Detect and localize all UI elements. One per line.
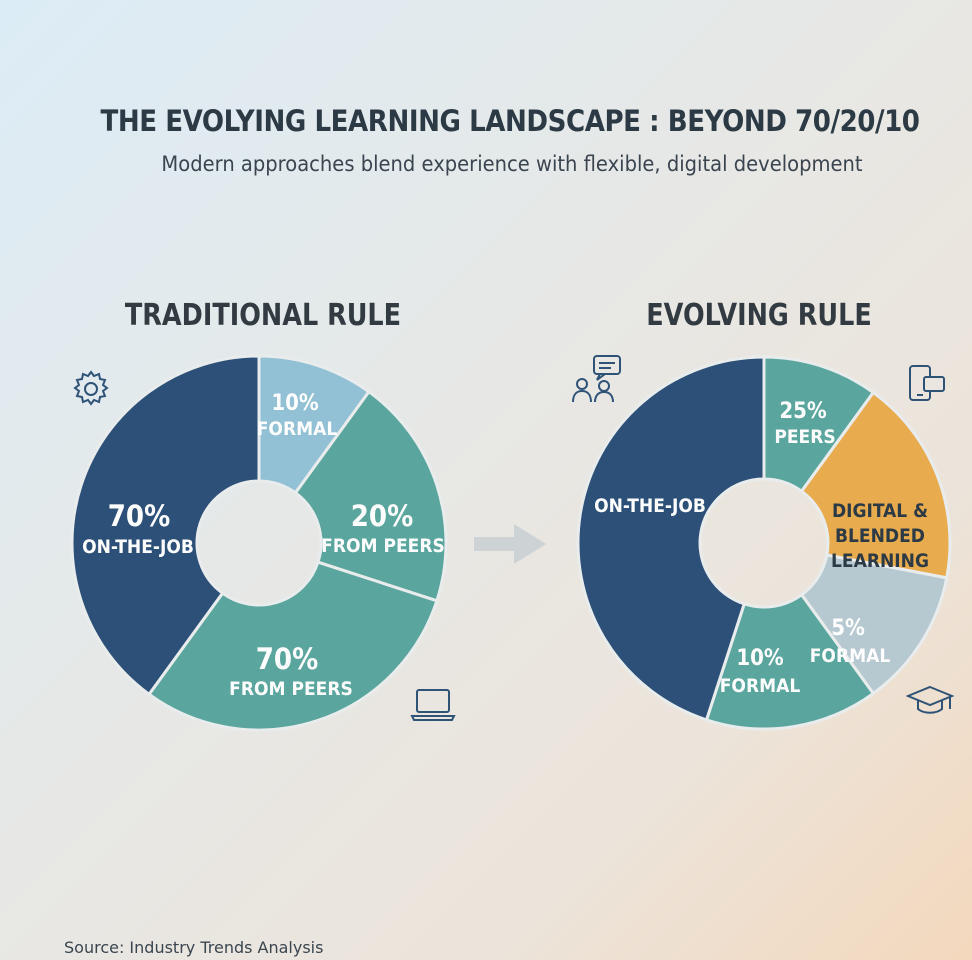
- graduation-cap-icon: [906, 685, 954, 714]
- slice-label-text: ON-THE-JOB: [82, 536, 194, 558]
- laptop-icon: [410, 689, 456, 721]
- page-title: THE EVOLYING LEARNING LANDSCAPE : BEYOND…: [100, 104, 920, 138]
- slice-label-pct: 70%: [256, 642, 318, 676]
- traditional-rule-title: TRADITIONAL RULE: [124, 298, 402, 333]
- evolving-labels: 25%PEERS DIGITAL & BLENDED LEARNING 5% FORMAL…: [594, 399, 929, 697]
- slice-label-pct: 10%: [736, 646, 784, 671]
- source-note: Source: Industry Trends Analysis: [64, 938, 324, 957]
- evolving-donut: [576, 355, 952, 731]
- page-subtitle: Modern approaches blend experience with …: [161, 152, 863, 176]
- slice-label-text: FORMAL: [810, 645, 891, 667]
- slice-label-pct: 25%: [779, 399, 827, 424]
- donut-slice: [257, 354, 372, 495]
- donut-slice: [799, 390, 952, 580]
- slice-label-pct: 5%: [831, 616, 865, 641]
- donut-slice: [146, 560, 439, 732]
- transition-arrow: [474, 524, 546, 564]
- mobile-devices-icon: [909, 365, 945, 401]
- slice-label-text: PEERS: [774, 426, 835, 448]
- evolving-rule-title: EVOLVING RULE: [646, 298, 872, 333]
- gear-icon: [73, 370, 109, 406]
- slice-label-text: FROM PEERS: [229, 678, 353, 700]
- slice-label-text: FORMAL: [257, 418, 338, 440]
- slice-label-text: ON-THE-JOB: [594, 495, 706, 517]
- slice-label-pct: 20%: [351, 499, 413, 533]
- donut-slice: [576, 355, 766, 722]
- donut-slice: [799, 553, 949, 696]
- traditional-donut: [70, 354, 448, 732]
- slice-label-pct: 70%: [108, 499, 170, 533]
- donut-slice: [70, 354, 261, 697]
- slice-label-text: FORMAL: [720, 675, 801, 697]
- slice-label-pct: 10%: [271, 391, 319, 416]
- donut-slice: [293, 389, 448, 603]
- slice-label-text: FROM PEERS: [321, 535, 445, 557]
- slice-label-text: DIGITAL & BLENDED LEARNING: [831, 500, 929, 572]
- people-chat-icon: [572, 355, 621, 403]
- donut-slice: [704, 592, 876, 731]
